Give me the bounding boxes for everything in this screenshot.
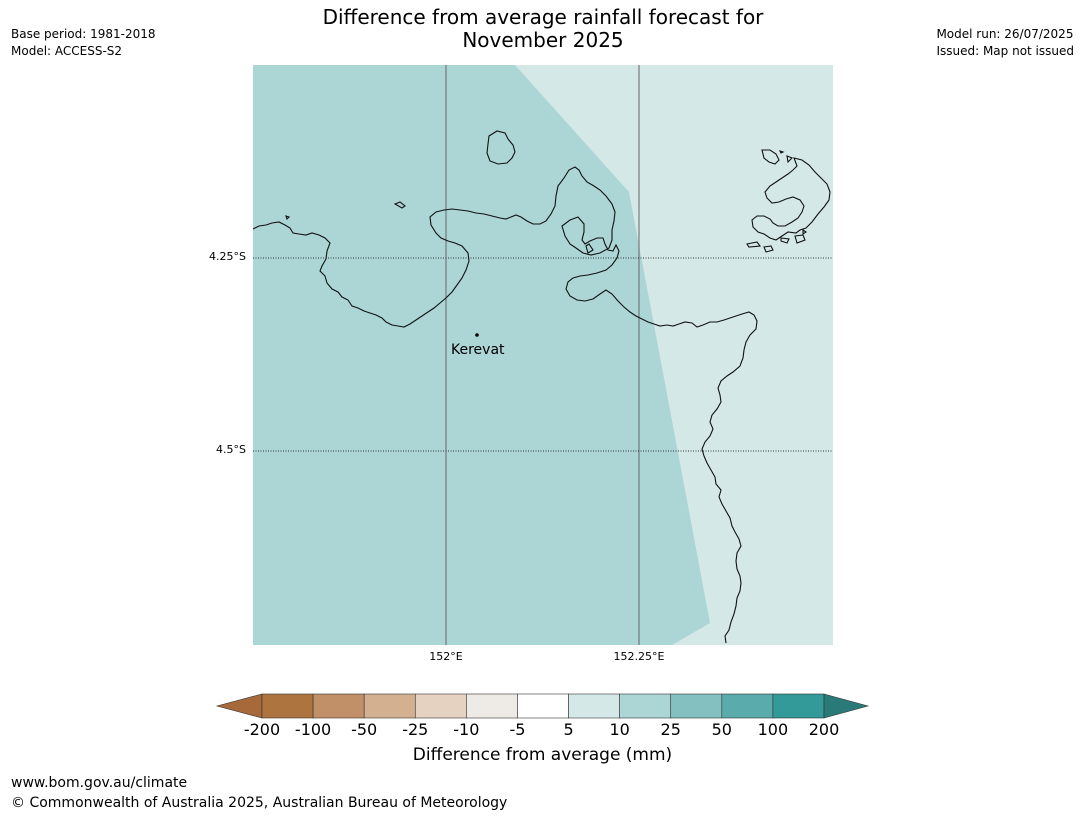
model-run: Model run: 26/07/2025 [936, 27, 1074, 41]
lat-label-4-5: 4.5°S [216, 443, 246, 456]
colorbar-segment [261, 693, 314, 719]
colorbar-segment [772, 693, 825, 719]
colorbar-segment [414, 693, 467, 719]
colorbar-segment [363, 693, 416, 719]
coast-islet-inner [585, 243, 594, 254]
coastline [252, 130, 831, 644]
colorbar-tick-label: -25 [402, 720, 429, 739]
lon-label-152: 152°E [429, 650, 463, 663]
colorbar-segment [568, 693, 620, 719]
coast-islet-west [393, 201, 406, 209]
colorbar-tick-label: -50 [351, 720, 378, 739]
issued-status: Issued: Map not issued [936, 44, 1074, 58]
colorbar-segment [517, 693, 569, 719]
colorbar-segment [721, 693, 774, 719]
coast-islands-east [746, 149, 831, 253]
kerevat-marker [475, 333, 479, 337]
colorbar-segment [619, 693, 672, 719]
base-period: Base period: 1981-2018 [11, 27, 156, 41]
colorbar-tick-label: 200 [808, 720, 840, 739]
place-label-kerevat: Kerevat [451, 342, 505, 358]
footer-url: www.bom.gov.au/climate [11, 775, 188, 791]
title-line-1: Difference from average rainfall forecas… [322, 5, 764, 29]
map-title: Difference from average rainfall forecas… [243, 6, 843, 52]
colorbar-tick-label: -100 [294, 720, 332, 739]
lat-label-4-25: 4.25°S [209, 250, 246, 263]
colorbar-segment [670, 693, 723, 719]
title-line-2: November 2025 [462, 28, 624, 52]
colorbar-tick-label: -10 [453, 720, 480, 739]
colorbar-tick-label: 10 [609, 720, 630, 739]
meta-left: Base period: 1981-2018 Model: ACCESS-S2 [11, 26, 156, 60]
coast-island-north [486, 130, 516, 165]
colorbar-tick-label: -200 [243, 720, 281, 739]
lon-label-152-25: 152.25°E [613, 650, 665, 663]
colorbar-tick-label: 100 [757, 720, 789, 739]
colorbar-tick-label: 25 [660, 720, 681, 739]
colorbar-label: Difference from average (mm) [412, 745, 673, 765]
coast-main [252, 166, 758, 644]
colorbar-segment [312, 693, 365, 719]
footer-copyright: © Commonwealth of Australia 2025, Austra… [11, 795, 508, 811]
colorbar-segment [466, 693, 518, 719]
model-name: Model: ACCESS-S2 [11, 44, 123, 58]
map-west-region [253, 65, 710, 645]
coast-islet-point [285, 215, 291, 221]
colorbar-tick-label: -5 [509, 720, 526, 739]
colorbar-extend-high [823, 693, 870, 719]
meta-right: Model run: 26/07/2025 Issued: Map not is… [936, 26, 1074, 60]
colorbar-tick-label: 50 [711, 720, 732, 739]
colorbar-extend-low [215, 693, 263, 719]
colorbar-tick-label: 5 [563, 720, 574, 739]
